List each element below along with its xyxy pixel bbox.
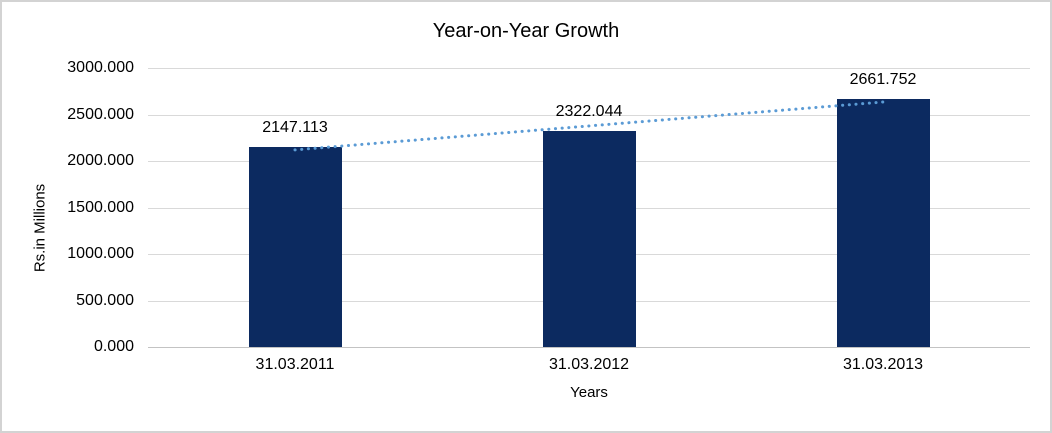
bar-data-label: 2147.113 bbox=[262, 119, 328, 137]
y-tick-label: 1000.000 bbox=[67, 245, 134, 262]
gridline bbox=[148, 68, 1030, 69]
y-tick-label: 500.000 bbox=[76, 291, 134, 309]
x-tick-label: 31.03.2011 bbox=[255, 356, 335, 373]
chart-title: Year-on-Year Growth bbox=[432, 20, 620, 42]
y-tick-label: 3000.000 bbox=[67, 59, 134, 76]
x-axis-line bbox=[148, 347, 1030, 348]
y-tick-label: 1500.000 bbox=[67, 198, 134, 216]
bar bbox=[542, 131, 636, 347]
bar bbox=[248, 147, 342, 347]
bar bbox=[836, 99, 930, 347]
x-tick-label: 31.03.2012 bbox=[548, 356, 630, 373]
x-axis-title: Years bbox=[570, 384, 608, 401]
y-tick-label: 0.000 bbox=[93, 338, 134, 355]
bar-data-label: 2661.752 bbox=[849, 71, 917, 89]
y-tick-label: 2500.000 bbox=[67, 105, 134, 123]
y-tick-label: 2000.000 bbox=[67, 152, 134, 169]
bar-data-label: 2322.044 bbox=[555, 103, 623, 121]
x-tick-label: 31.03.2013 bbox=[842, 356, 924, 373]
